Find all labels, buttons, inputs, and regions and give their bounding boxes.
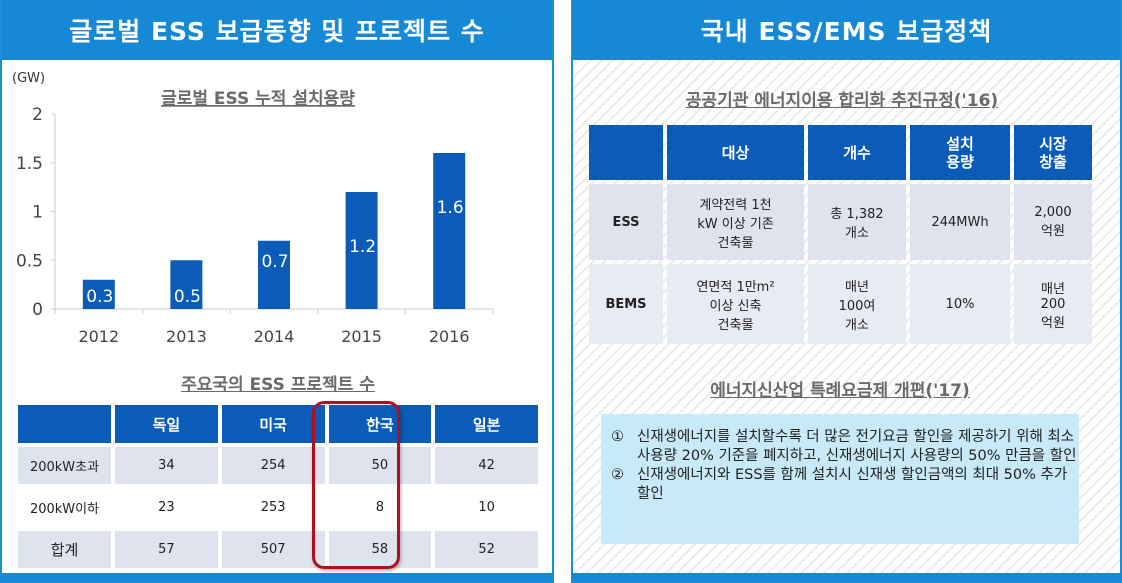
table-cell: 10% bbox=[910, 264, 1010, 344]
table-cell: 42 bbox=[435, 447, 538, 484]
list-item: ② 신재생에너지와 ESS를 함께 설치시 신재생 할인금액의 최대 50% 추가… bbox=[611, 466, 1079, 504]
data-label: 0.3 bbox=[86, 287, 113, 307]
list-item: ① 신재생에너지를 설치할수록 더 많은 전기요금 할인을 제공하기 위해 최소 … bbox=[611, 428, 1079, 466]
bar bbox=[345, 192, 378, 309]
table-cell: 계약전력 1천 kW 이상 기존 건축물 bbox=[667, 184, 804, 260]
table-row: 합계 57 507 58 52 bbox=[18, 531, 538, 568]
table-cell: 총 1,382 개소 bbox=[808, 184, 906, 260]
table-cell: 연면적 1만m² 이상 신축 건축물 bbox=[667, 264, 804, 344]
item-number: ① bbox=[611, 429, 624, 445]
row-label: 200kW초과 bbox=[18, 447, 111, 484]
table-header: 일본 bbox=[435, 405, 538, 443]
table-cell: 52 bbox=[435, 531, 538, 568]
projects-table: 독일 미국 한국 일본 200kW초과 34 254 50 42 200kW이하… bbox=[14, 401, 542, 572]
chart-title: 글로벌 ESS 누적 설치용량 bbox=[161, 89, 355, 109]
item-text: 신재생에너지를 설치할수록 더 많은 전기요금 할인을 제공하기 위해 최소 사… bbox=[637, 429, 1077, 464]
table-cell: 253 bbox=[260, 500, 286, 515]
right-panel: 국내 ESS/EMS 보급정책 공공기관 에너지이용 합리화 추진규정('16)… bbox=[571, 0, 1122, 583]
y-tick-label: 0 bbox=[32, 300, 43, 320]
table-cell: 8 bbox=[375, 500, 385, 515]
y-tick-label: 0.5 bbox=[16, 251, 43, 271]
table-header: 한국 bbox=[328, 405, 432, 443]
bar bbox=[258, 240, 290, 309]
item-text: 신재생에너지와 ESS를 함께 설치시 신재생 할인금액의 최대 50% 추가 … bbox=[637, 467, 1068, 502]
table-header: 시장 창출 bbox=[1014, 125, 1092, 180]
data-label: 0.7 bbox=[261, 252, 288, 272]
row-label: 합계 bbox=[18, 531, 111, 568]
table-cell: 2,000 억원 bbox=[1014, 184, 1092, 260]
x-tick-label: 2015 bbox=[341, 327, 382, 346]
table-header: 미국 bbox=[221, 405, 325, 443]
table-header: 독일 bbox=[115, 405, 218, 443]
table-header bbox=[589, 125, 663, 180]
bar bbox=[433, 153, 466, 309]
highlight-outline bbox=[312, 401, 400, 569]
table-cell: 244MWh bbox=[910, 184, 1010, 260]
bar bbox=[82, 279, 115, 309]
policy-table: 대상 개수 설치 용량 시장 창출 ESS 계약전력 1천 kW 이상 기존 건… bbox=[585, 121, 1096, 348]
table-header: 대상 bbox=[667, 125, 804, 180]
table-cell: 10 bbox=[478, 500, 495, 515]
y-tick-label: 2 bbox=[32, 105, 43, 125]
left-panel: 글로벌 ESS 보급동향 및 프로젝트 수 (GW) 글로벌 ESS 누적 설치… bbox=[0, 0, 554, 583]
table-header: 설치 용량 bbox=[910, 125, 1010, 180]
x-tick-label: 2016 bbox=[429, 327, 470, 346]
data-label: 0.5 bbox=[174, 287, 201, 307]
right-panel-title: 국내 ESS/EMS 보급정책 bbox=[573, 0, 1120, 60]
bar bbox=[170, 260, 203, 309]
x-tick-label: 2013 bbox=[166, 327, 207, 346]
table-row: 200kW이하 23 253 8 10 bbox=[18, 488, 538, 527]
table-cell: 23 bbox=[158, 500, 175, 515]
table-cell: 매년 100여 개소 bbox=[808, 264, 906, 344]
left-footer-bar bbox=[0, 573, 554, 581]
table-row: 200kW초과 34 254 50 42 bbox=[18, 447, 538, 484]
y-tick-label: 1 bbox=[32, 203, 43, 223]
table-header bbox=[18, 405, 111, 443]
x-tick-label: 2012 bbox=[78, 327, 119, 346]
table-cell: 58 bbox=[328, 531, 432, 568]
row-label: BEMS bbox=[589, 264, 663, 344]
table-cell: 254 bbox=[221, 447, 325, 484]
table-header: 개수 bbox=[808, 125, 906, 180]
left-panel-title: 글로벌 ESS 보급동향 및 프로젝트 수 bbox=[2, 0, 552, 60]
policy-table-title: 공공기관 에너지이용 합리화 추진규정('16) bbox=[685, 91, 999, 111]
table-cell: 507 bbox=[221, 531, 325, 568]
bar-chart: (GW) 글로벌 ESS 누적 설치용량 0 0.5 1 1.5 2 0.3 2012 0.5… bbox=[12, 71, 494, 346]
right-footer-bar bbox=[571, 573, 1122, 581]
x-tick-label: 2014 bbox=[254, 327, 295, 346]
table-cell: 57 bbox=[115, 531, 218, 568]
item-number: ② bbox=[611, 467, 624, 483]
projects-table-title: 주요국의 ESS 프로젝트 수 bbox=[181, 375, 375, 395]
tariff-title: 에너지신산업 특례요금제 개편('17) bbox=[710, 381, 970, 401]
y-axis-unit: (GW) bbox=[12, 71, 45, 86]
row-label: ESS bbox=[589, 184, 663, 260]
table-row: BEMS 연면적 1만m² 이상 신축 건축물 매년 100여 개소 10% 매… bbox=[589, 264, 1092, 344]
data-label: 1.6 bbox=[437, 198, 464, 218]
table-cell: 50 bbox=[328, 447, 432, 484]
tariff-box: ① 신재생에너지를 설치할수록 더 많은 전기요금 할인을 제공하기 위해 최소 … bbox=[601, 414, 1079, 544]
table-cell: 34 bbox=[115, 447, 218, 484]
table-cell: 매년 200 억원 bbox=[1014, 264, 1092, 344]
data-label: 1.2 bbox=[349, 237, 376, 257]
table-row: ESS 계약전력 1천 kW 이상 기존 건축물 총 1,382 개소 244M… bbox=[589, 184, 1092, 260]
row-label: 200kW이하 bbox=[29, 502, 100, 517]
y-tick-label: 1.5 bbox=[16, 154, 43, 174]
